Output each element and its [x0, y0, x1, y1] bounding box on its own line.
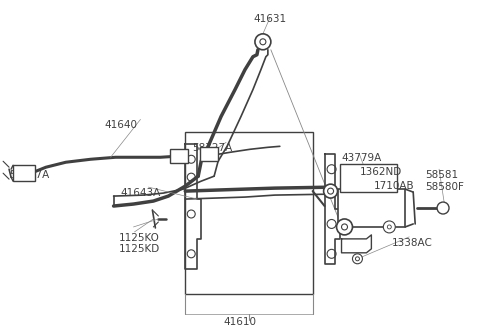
Text: 58581: 58581	[425, 170, 458, 180]
Bar	[337, 189, 405, 227]
Text: 1338AC: 1338AC	[392, 238, 433, 248]
Bar	[185, 132, 312, 293]
Bar	[170, 149, 188, 163]
Text: 41643A: 41643A	[120, 188, 161, 198]
Bar	[339, 164, 397, 192]
Text: 1362ND: 1362ND	[360, 167, 402, 177]
Circle shape	[437, 202, 449, 214]
Text: 41640: 41640	[104, 120, 137, 130]
Text: 58727A: 58727A	[192, 143, 232, 153]
Bar	[13, 165, 35, 181]
Text: 58727A: 58727A	[9, 170, 49, 180]
Text: 1125KO: 1125KO	[119, 233, 159, 243]
Circle shape	[352, 254, 362, 264]
Text: 1710AB: 1710AB	[373, 181, 414, 191]
Circle shape	[336, 219, 352, 235]
Text: 43779A: 43779A	[342, 153, 382, 163]
Text: 41631: 41631	[253, 14, 287, 24]
Text: 58580F: 58580F	[425, 182, 464, 192]
Circle shape	[384, 221, 395, 233]
Text: 1125KD: 1125KD	[119, 244, 160, 254]
Text: 41610: 41610	[224, 316, 256, 326]
Circle shape	[324, 184, 337, 198]
Bar	[200, 147, 218, 161]
